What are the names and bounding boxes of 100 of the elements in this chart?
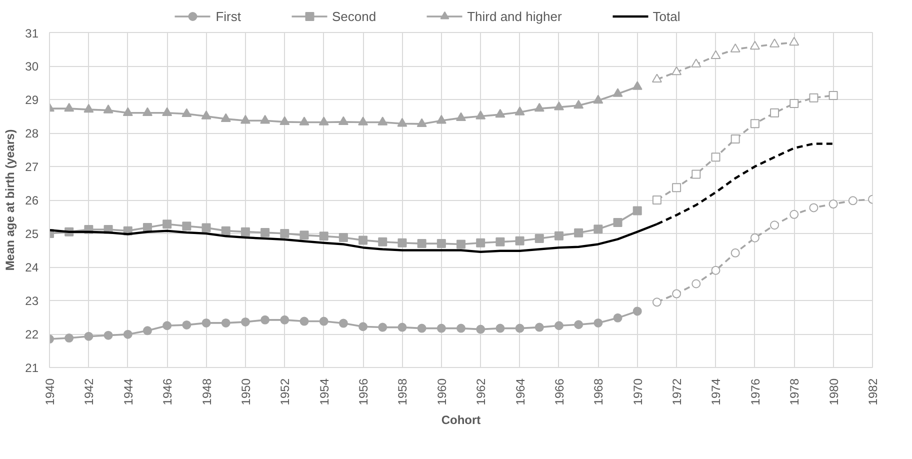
point (730, 44, 740, 52)
point (632, 81, 642, 90)
point (574, 320, 584, 330)
point (496, 237, 505, 246)
y-tick-label: 27 (25, 160, 39, 174)
point (358, 236, 368, 245)
point (632, 306, 642, 316)
point (828, 90, 838, 100)
point (260, 315, 270, 324)
legend-label: First (216, 8, 242, 24)
point (574, 228, 584, 238)
point (730, 248, 740, 258)
point (456, 112, 466, 122)
point (652, 298, 662, 307)
x-tick-label: 1972 (670, 378, 684, 406)
point (162, 220, 172, 229)
point (260, 228, 270, 237)
point (436, 114, 446, 124)
point (594, 224, 603, 234)
point (300, 316, 309, 326)
point (300, 230, 309, 240)
y-tick-label: 24 (25, 260, 39, 274)
x-tick-label: 1962 (474, 378, 488, 406)
point (162, 107, 172, 116)
x-tick-label: 1968 (592, 378, 606, 406)
point (534, 102, 544, 112)
x-tick-label: 1980 (826, 378, 841, 406)
point (790, 210, 799, 219)
point (358, 116, 368, 126)
y-tick-label: 31 (25, 26, 39, 40)
point (417, 239, 426, 248)
point (750, 119, 760, 128)
point (770, 108, 780, 118)
x-tick-label: 1976 (748, 378, 762, 406)
point (672, 66, 682, 76)
point (711, 266, 720, 275)
point (692, 279, 701, 288)
x-axis-title: Cohort (441, 413, 481, 428)
point (182, 320, 192, 330)
point (593, 94, 604, 104)
point (476, 238, 486, 248)
x-tick-label: 1982 (866, 378, 880, 406)
point (515, 324, 524, 333)
x-tick-label: 1944 (121, 378, 136, 406)
point (240, 317, 250, 326)
x-tick-label: 1946 (160, 378, 175, 406)
point (104, 330, 113, 340)
point (711, 152, 720, 162)
point (142, 326, 152, 336)
point (436, 324, 446, 333)
y-tick-label: 23 (25, 294, 39, 308)
point (358, 322, 368, 332)
point (476, 324, 486, 334)
point (496, 324, 505, 333)
point (613, 218, 622, 227)
point (750, 233, 760, 242)
point (221, 318, 230, 328)
point (64, 334, 74, 343)
x-tick-label: 1958 (396, 378, 410, 406)
point (770, 38, 780, 48)
point (534, 322, 544, 332)
point (789, 36, 800, 46)
point (495, 108, 506, 118)
x-tick-label: 1948 (200, 378, 214, 406)
point (554, 231, 564, 240)
point (201, 110, 212, 120)
point (338, 116, 348, 126)
y-tick-label: 29 (25, 93, 39, 107)
point (397, 118, 408, 127)
x-tick-label: 1954 (317, 378, 332, 406)
x-tick-label: 1970 (630, 378, 645, 406)
point (280, 315, 290, 324)
point (515, 236, 524, 246)
point (456, 240, 466, 249)
point (84, 332, 94, 341)
point (848, 196, 858, 206)
point (652, 196, 662, 204)
point (652, 74, 662, 82)
point (319, 232, 328, 241)
point (691, 58, 702, 68)
point (770, 220, 780, 230)
point (672, 183, 682, 192)
point (64, 102, 74, 112)
point (280, 116, 290, 126)
y-tick-label: 21 (25, 361, 39, 375)
y-axis-title: Mean age at birth (years) (3, 129, 18, 271)
point (534, 234, 544, 244)
point (103, 104, 114, 114)
y-tick-label: 26 (25, 194, 39, 208)
y-tick-label: 30 (25, 60, 39, 74)
point (299, 116, 310, 126)
point (828, 200, 838, 209)
point (378, 116, 388, 126)
point (202, 318, 211, 328)
point (398, 238, 407, 248)
point (574, 100, 584, 109)
x-tick-label: 1956 (356, 378, 371, 406)
point (202, 223, 211, 232)
point (240, 227, 250, 236)
point (182, 108, 192, 118)
